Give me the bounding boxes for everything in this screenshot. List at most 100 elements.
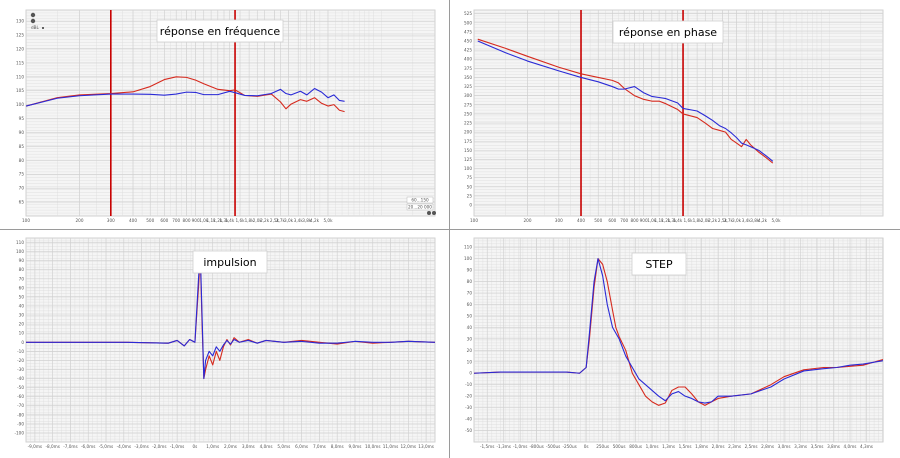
series-group xyxy=(26,76,345,113)
y-tick-label: 125 xyxy=(16,33,24,38)
y-tick-label: 450 xyxy=(464,38,472,43)
y-tick-label: 75 xyxy=(19,172,25,177)
x-tick-label: 3,4k xyxy=(742,218,752,223)
x-tick-label: 900 xyxy=(192,218,200,223)
x-tick-label: 500us xyxy=(613,444,626,449)
series-group xyxy=(26,251,435,380)
y-tick-label: 90 xyxy=(467,268,473,273)
y-tick-label: -80 xyxy=(17,412,24,417)
red-series-line xyxy=(26,76,345,113)
y-tick-label: 475 xyxy=(464,29,472,34)
x-tick-label: -1,0ms xyxy=(513,444,527,449)
y-tick-label: 60 xyxy=(467,302,473,307)
y-tick-label: -20 xyxy=(465,394,472,399)
x-tick-label: 3,0k xyxy=(284,218,294,223)
y-tick-label: 75 xyxy=(467,175,473,180)
x-tick-label: -7,0ms xyxy=(63,444,77,449)
horizontal-divider xyxy=(0,229,900,230)
axis-ticks: 100 200 300 400 500 600 700 800 900 1,0k1,1k1,2k1… xyxy=(16,10,435,223)
zoom-icon xyxy=(432,211,436,215)
chart-title: réponse en fréquence xyxy=(156,19,284,43)
x-tick-label: 13,0ms xyxy=(418,444,434,449)
x-tick-label: 1,0k xyxy=(647,218,657,223)
x-tick-label: -9,0ms xyxy=(28,444,42,449)
y-tick-label: 30 xyxy=(19,313,25,318)
x-tick-label: 8,0ms xyxy=(331,444,344,449)
x-tick-label: 0s xyxy=(584,444,589,449)
x-tick-label: 2,8ms xyxy=(761,444,774,449)
x-tick-label: 2,0k xyxy=(701,218,711,223)
title-box xyxy=(156,19,284,43)
range-label: 60...150 xyxy=(411,198,429,203)
zoom-out-icon xyxy=(30,18,36,24)
x-tick-label: 2,5k xyxy=(718,218,728,223)
y-tick-label: 500 xyxy=(464,20,472,25)
y-tick-label: 70 xyxy=(19,276,25,281)
zoom-in-icon xyxy=(30,12,36,18)
x-tick-label: 700 xyxy=(620,218,628,223)
title-text: STEP xyxy=(645,258,673,271)
y-tick-label: -60 xyxy=(17,394,24,399)
y-tick-label: 350 xyxy=(464,75,472,80)
x-tick-label: 0s xyxy=(193,444,198,449)
x-tick-label: -800us xyxy=(529,444,543,449)
y-tick-label: 20 xyxy=(19,322,25,327)
x-tick-label: 10,0ms xyxy=(365,444,381,449)
x-tick-label: 1,3k xyxy=(219,218,229,223)
x-tick-label: 5,0k xyxy=(771,218,781,223)
x-tick-label: 1,5ms xyxy=(679,444,692,449)
y-tick-label: 100 xyxy=(16,102,24,107)
phase-response-chart: 100 200 300 400 500 600 700 800 900 1,0k1,1k1,2k1… xyxy=(464,9,884,223)
x-tick-label: 1,0k xyxy=(199,218,209,223)
series-group xyxy=(477,38,774,164)
x-tick-label: 700 xyxy=(172,218,180,223)
x-tick-label: 4,0ms xyxy=(260,444,273,449)
y-tick-label: 250 xyxy=(464,111,472,116)
y-tick-label: 25 xyxy=(467,193,473,198)
y-tick-label: 70 xyxy=(19,186,25,191)
y-tick-label: 425 xyxy=(464,48,472,53)
x-tick-label: 4,3ms xyxy=(860,444,873,449)
x-tick-label: 500 xyxy=(594,218,602,223)
x-tick-label: -1,5ms xyxy=(480,444,494,449)
y-tick-label: 375 xyxy=(464,66,472,71)
x-tick-label: 5,0k xyxy=(323,218,333,223)
x-tick-label: 2,0ms xyxy=(224,444,237,449)
y-tick-label: -50 xyxy=(465,428,472,433)
y-tick-label: 150 xyxy=(464,148,472,153)
corner-label: dBL xyxy=(31,25,40,30)
x-tick-label: -2,0ms xyxy=(152,444,166,449)
x-tick-label: 1,3ms xyxy=(662,444,675,449)
blue-series-line xyxy=(26,251,435,380)
y-tick-label: 50 xyxy=(467,184,473,189)
x-tick-label: 5,0ms xyxy=(277,444,290,449)
x-tick-label: 2,7k xyxy=(724,218,734,223)
frequency-response-chart: 100 200 300 400 500 600 700 800 900 1,0k1,1k1,2k1… xyxy=(16,9,436,223)
x-tick-label: 800us xyxy=(629,444,642,449)
x-tick-label: 11,0ms xyxy=(383,444,399,449)
axis-ticks: -9,0ms -8,0ms -7,0ms -6,0ms -5,0ms -4,0ms -3,0… xyxy=(14,238,435,449)
impulse-response-chart: -9,0ms -8,0ms -7,0ms -6,0ms -5,0ms -4,0ms -3,0… xyxy=(14,237,436,449)
x-tick-label: 1,1k xyxy=(655,218,665,223)
x-tick-label: 2,7k xyxy=(276,218,286,223)
y-tick-label: 400 xyxy=(464,57,472,62)
x-tick-label: 9,0ms xyxy=(349,444,362,449)
y-tick-label: 115 xyxy=(16,60,24,65)
grid-minor xyxy=(25,237,436,443)
blue-series-line xyxy=(26,87,345,107)
dot-icon xyxy=(42,27,44,29)
x-tick-label: 300 xyxy=(107,218,115,223)
y-tick-label: -10 xyxy=(465,382,472,387)
x-tick-label: -3,0ms xyxy=(134,444,148,449)
x-tick-label: 800 xyxy=(631,218,639,223)
x-tick-label: 3,0ms xyxy=(242,444,255,449)
x-tick-label: 1,0ms xyxy=(206,444,219,449)
y-tick-label: 100 xyxy=(464,256,472,261)
x-tick-label: 200 xyxy=(524,218,532,223)
y-tick-label: 90 xyxy=(19,130,25,135)
y-tick-label: 225 xyxy=(464,121,472,126)
x-tick-label: 7,0ms xyxy=(313,444,326,449)
x-tick-label: -1,3ms xyxy=(496,444,510,449)
chart-panel-phase: 100 200 300 400 500 600 700 800 900 1,0k 1,1k 1,2k 1… xyxy=(453,4,895,228)
x-tick-label: 3,5ms xyxy=(811,444,824,449)
